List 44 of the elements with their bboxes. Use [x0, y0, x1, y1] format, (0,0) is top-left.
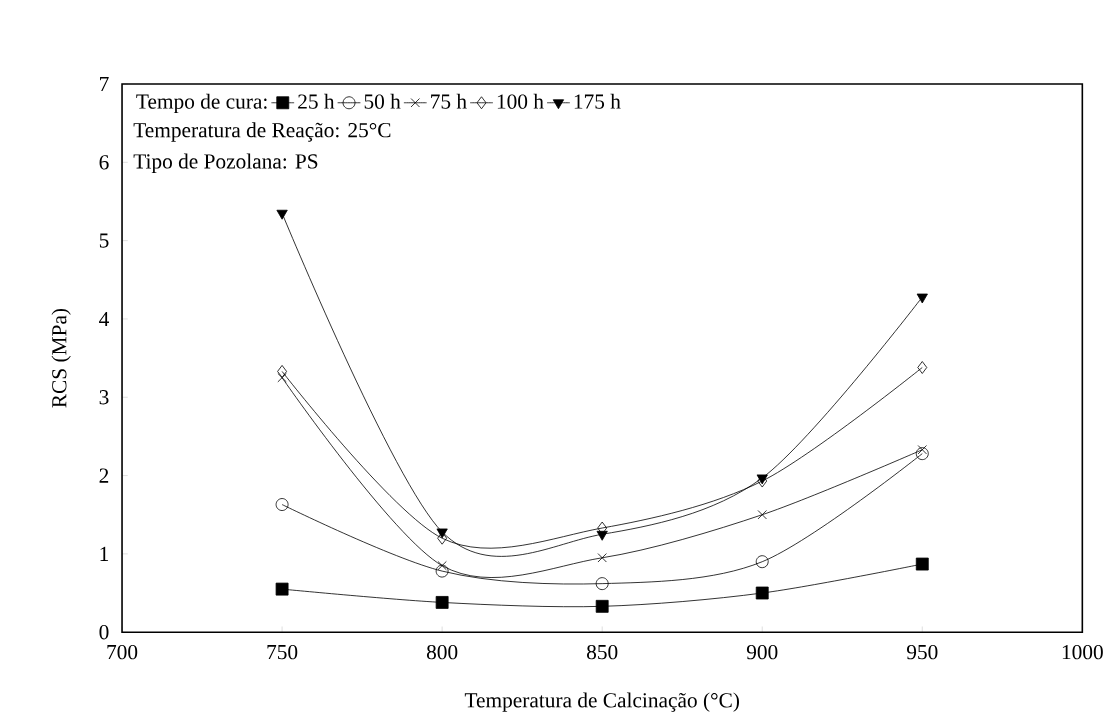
x-tick-label: 700: [107, 644, 138, 660]
point: [275, 498, 289, 511]
point: [275, 582, 289, 596]
annotation: Temperatura de Reação: 25°C: [133, 122, 391, 142]
y-tick-label: 4: [99, 311, 109, 326]
legend-label: 100 h: [497, 93, 544, 109]
point: [596, 530, 608, 541]
point: [757, 510, 767, 520]
x-axis-title: Temperatura de Calcinação (°C): [464, 692, 739, 712]
y-tick-label: 5: [99, 233, 109, 248]
x-tick-label: 750: [267, 644, 298, 660]
point: [435, 596, 449, 609]
point: [595, 577, 609, 591]
point: [916, 293, 928, 304]
x-tick-label: 900: [746, 644, 778, 660]
y-tick-label: 3: [99, 390, 109, 405]
point: [277, 373, 287, 383]
point: [277, 365, 287, 378]
y-tick-label: 7: [100, 77, 109, 92]
x-tick-label: 950: [906, 644, 938, 660]
point: [755, 586, 769, 600]
legend-label: 175 h: [574, 93, 621, 109]
point: [915, 447, 929, 461]
y-tick-label: 1: [100, 546, 109, 561]
legend-title: Tempo de cura:: [136, 93, 267, 114]
y-tick-label: 6: [99, 155, 109, 170]
point: [276, 209, 288, 220]
point: [755, 555, 769, 569]
point: [915, 557, 929, 571]
legend-label: 25 h: [298, 93, 335, 109]
x-tick-label: 1000: [1062, 644, 1103, 660]
point: [597, 553, 607, 563]
y-axis-title: RCS (MPa): [51, 308, 71, 408]
point: [595, 599, 609, 613]
point: [436, 528, 448, 539]
y-tick-label: 0: [99, 625, 109, 640]
legend-label: 50 h: [364, 93, 401, 109]
point: [917, 361, 928, 374]
point: [435, 564, 449, 578]
y-tick-label: 2: [99, 468, 109, 483]
x-tick-label: 800: [426, 644, 458, 660]
annotation: Tipo de Pozolana: PS: [133, 153, 318, 173]
legend-label: 75 h: [431, 93, 467, 109]
x-tick-label: 850: [586, 644, 618, 660]
